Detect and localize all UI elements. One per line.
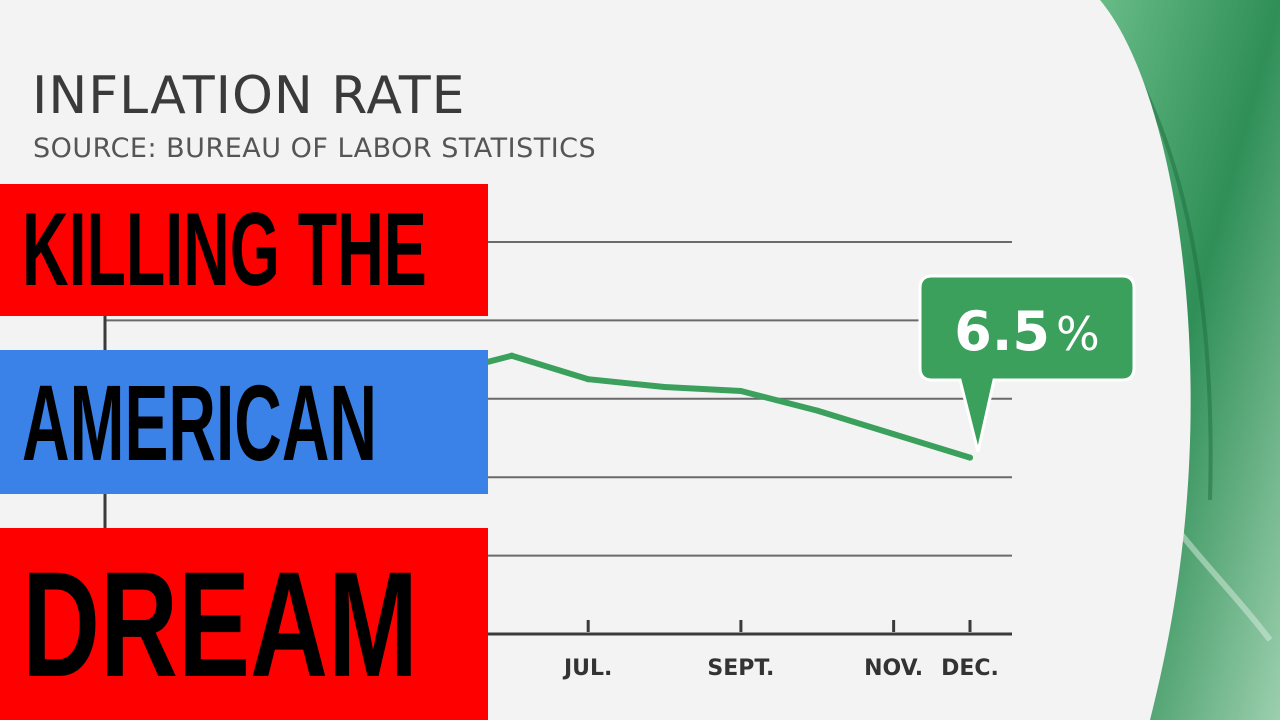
banner-line-2: AMERICAN bbox=[0, 350, 488, 494]
value-callout: 6.5% bbox=[918, 274, 1136, 452]
callout-label: 6.5% bbox=[954, 300, 1099, 363]
series-point bbox=[585, 376, 592, 383]
x-tick-label: NOV. bbox=[864, 656, 923, 681]
callout-unit: % bbox=[1056, 307, 1100, 361]
banner-text-3: DREAM bbox=[22, 539, 418, 708]
series-point bbox=[814, 407, 821, 414]
x-tick-label: JUL. bbox=[562, 656, 612, 681]
series-point bbox=[737, 387, 744, 394]
x-axis-ticks: JUL. SEPT. NOV. DEC. bbox=[562, 620, 999, 681]
callout-bubble bbox=[918, 274, 1136, 452]
series-point bbox=[967, 454, 973, 461]
series-point bbox=[508, 352, 515, 359]
series-point bbox=[661, 384, 668, 391]
series-point bbox=[890, 431, 897, 438]
x-tick-label: SEPT. bbox=[707, 656, 774, 681]
chart-subtitle: SOURCE: BUREAU OF LABOR STATISTICS bbox=[33, 133, 597, 164]
banner-text-2: AMERICAN bbox=[22, 361, 378, 483]
banner-line-1: KILLING THE bbox=[0, 184, 488, 316]
banner-text-1: KILLING THE bbox=[22, 191, 427, 308]
callout-value: 6.5 bbox=[954, 300, 1050, 363]
banner-line-3: DREAM bbox=[0, 528, 488, 720]
chart-title: INFLATION RATE bbox=[32, 66, 466, 126]
x-tick-label: DEC. bbox=[941, 656, 999, 681]
